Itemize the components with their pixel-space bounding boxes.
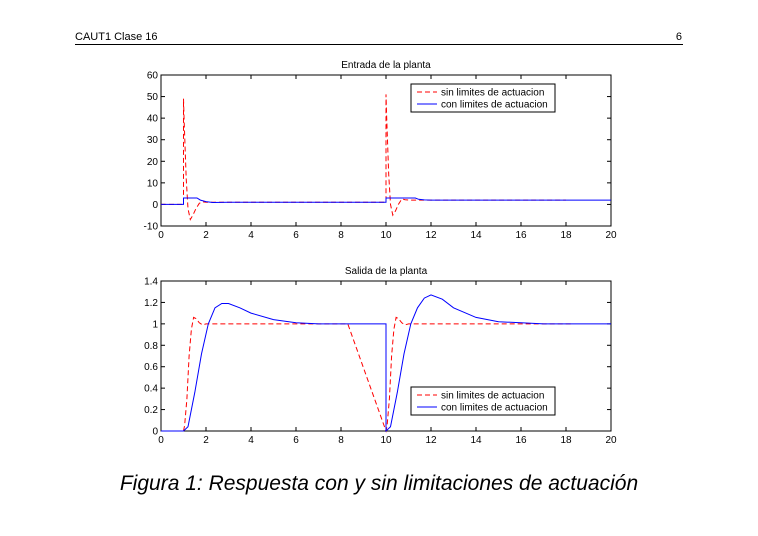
chart1-xtick-label: 20 [605, 230, 617, 241]
figure-caption: Figura 1: Respuesta con y sin limitacion… [119, 472, 639, 495]
chart2-xtick-label: 10 [380, 435, 392, 446]
chart1-series-con-limites [161, 197, 611, 205]
chart2-ytick-label: 1.2 [144, 298, 158, 309]
chart1-xtick-label: 2 [203, 230, 209, 241]
chart2-ytick-label: 0 [152, 427, 158, 438]
chart2-ytick-label: 1.4 [144, 277, 158, 288]
chart1-xtick-label: 10 [380, 230, 392, 241]
chart2-series-con-limites [161, 294, 611, 433]
chart2-xtick-label: 8 [338, 435, 344, 446]
chart2-series-sin-limites [183, 316, 573, 433]
chart2-xtick-label: 16 [515, 435, 527, 446]
chart2-ytick-label: 0.2 [144, 405, 158, 416]
chart2-xtick-label: 2 [203, 435, 209, 446]
chart2-xtick-label: 14 [470, 435, 482, 446]
chart2-legend-box [410, 386, 556, 416]
chart1-xtick-label: 0 [158, 230, 164, 241]
chart1-ytick-label: 30 [147, 135, 159, 146]
chart1-ytick-label: 40 [147, 114, 159, 125]
chart2-xtick-label: 20 [605, 435, 617, 446]
chart2-ytick-label: 0.4 [144, 384, 158, 395]
chart2-xtick-label: 12 [425, 435, 437, 446]
chart1-legend-label: con limites de actuacion [441, 100, 548, 111]
chart1-legend-label: sin limites de actuacion [441, 88, 544, 99]
chart1-title: Entrada de la planta [341, 60, 431, 71]
chart1-ytick-label: 0 [152, 200, 158, 211]
chart2-xtick-label: 4 [248, 435, 254, 446]
chart1-ytick-label: 60 [147, 71, 159, 82]
chart2-xtick-label: 0 [158, 435, 164, 446]
chart1-xtick-label: 4 [248, 230, 254, 241]
chart1-legend-box [410, 83, 556, 113]
chart1-xtick-label: 8 [338, 230, 344, 241]
page-number: 6 [675, 31, 682, 43]
chart1-ytick-label: 10 [147, 178, 159, 189]
chart1-ytick-label: 50 [147, 92, 159, 103]
chart1-ytick-label: -10 [144, 222, 159, 233]
chart1-xtick-label: 6 [293, 230, 299, 241]
chart2-xtick-label: 18 [560, 435, 572, 446]
chart1-xtick-label: 16 [515, 230, 527, 241]
chart2-ytick-label: 0.6 [144, 362, 158, 373]
chart1-xtick-label: 18 [560, 230, 572, 241]
header-rule [75, 44, 683, 45]
chart2-xtick-label: 6 [293, 435, 299, 446]
chart1-ytick-label: 20 [147, 157, 159, 168]
chart1-xtick-label: 14 [470, 230, 482, 241]
header-left-title: CAUT1 Clase 16 [75, 31, 158, 43]
chart2-ytick-label: 0.8 [144, 341, 158, 352]
chart2-legend-label: sin limites de actuacion [441, 391, 544, 402]
chart2-ytick-label: 1 [152, 319, 158, 330]
chart1-xtick-label: 12 [425, 230, 437, 241]
chart2-title: Salida de la planta [345, 266, 428, 277]
chart2-legend-label: con limites de actuacion [441, 403, 548, 414]
